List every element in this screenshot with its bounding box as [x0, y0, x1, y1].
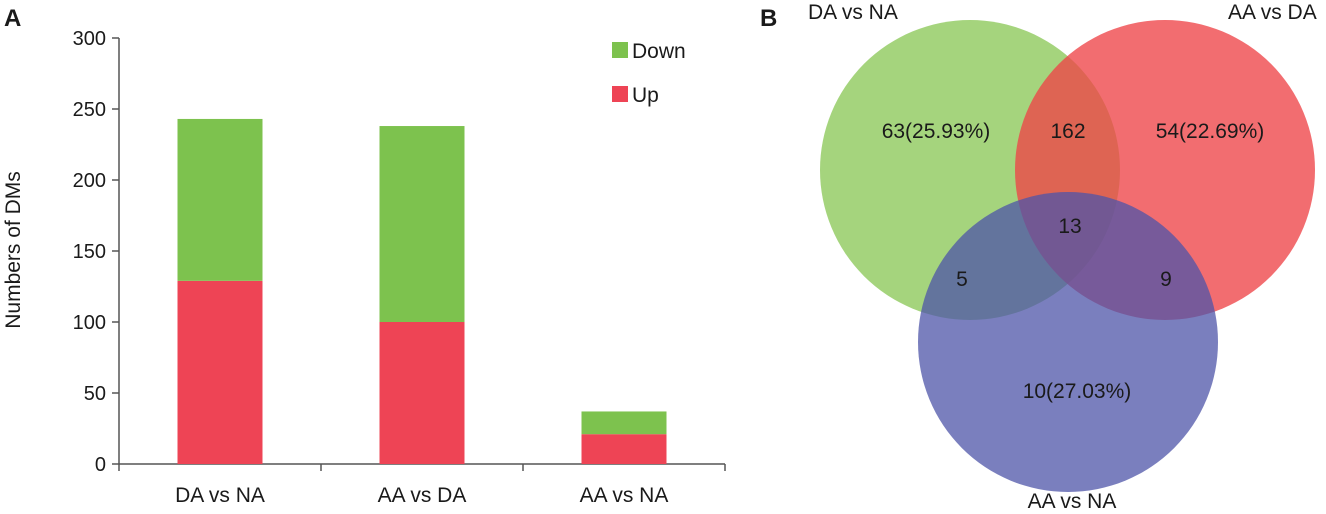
bar-segment-down: [581, 411, 667, 435]
venn-circle-aa-vs-na: [918, 192, 1218, 492]
venn-region-aa-na-only: 10(27.03%): [1023, 380, 1132, 403]
x-category-label: AA vs NA: [580, 484, 669, 507]
legend-swatch-up: [612, 86, 628, 102]
venn-diagram-panel: B DA vs NA AA vs DA AA vs NA 63(25.93%) …: [760, 1, 1317, 513]
legend-label-down: Down: [632, 40, 686, 63]
y-tick-label: 0: [95, 454, 106, 476]
bar-segment-up: [581, 434, 667, 464]
venn-region-all-three: 13: [1058, 215, 1081, 238]
venn-region-da-only: 63(25.93%): [882, 120, 991, 143]
venn-label-aa-vs-na: AA vs NA: [1028, 490, 1117, 513]
y-tick-label: 200: [73, 170, 106, 192]
bar-segment-up: [177, 280, 263, 464]
venn-label-aa-vs-da: AA vs DA: [1228, 1, 1317, 24]
venn-region-aa-da-only: 54(22.69%): [1156, 120, 1265, 143]
y-tick-label: 250: [73, 99, 106, 121]
y-axis-label: Numbers of DMs: [2, 171, 25, 329]
venn-region-da-aa-na: 5: [956, 268, 968, 291]
legend-swatch-down: [612, 42, 628, 58]
x-category-label: AA vs DA: [378, 484, 467, 507]
bar-chart-panel: A Numbers of DMs 0 50 100 150 200 250 300 DA v…: [2, 5, 726, 507]
y-tick-label: 150: [73, 241, 106, 263]
venn-label-da-vs-na: DA vs NA: [808, 1, 898, 24]
x-category-label: DA vs NA: [175, 484, 265, 507]
y-tick-label: 50: [84, 383, 106, 405]
panel-letter-a: A: [4, 5, 21, 32]
bar-segment-down: [177, 118, 263, 281]
panel-letter-b: B: [760, 5, 777, 32]
y-tick-label: 100: [73, 312, 106, 334]
venn-region-aa-da-aa-na: 9: [1160, 268, 1172, 291]
venn-region-da-aa-da: 162: [1050, 120, 1085, 143]
bar-segment-down: [379, 126, 465, 322]
legend-label-up: Up: [632, 84, 659, 107]
y-tick-label: 300: [73, 28, 106, 50]
bar-segment-up: [379, 322, 465, 464]
